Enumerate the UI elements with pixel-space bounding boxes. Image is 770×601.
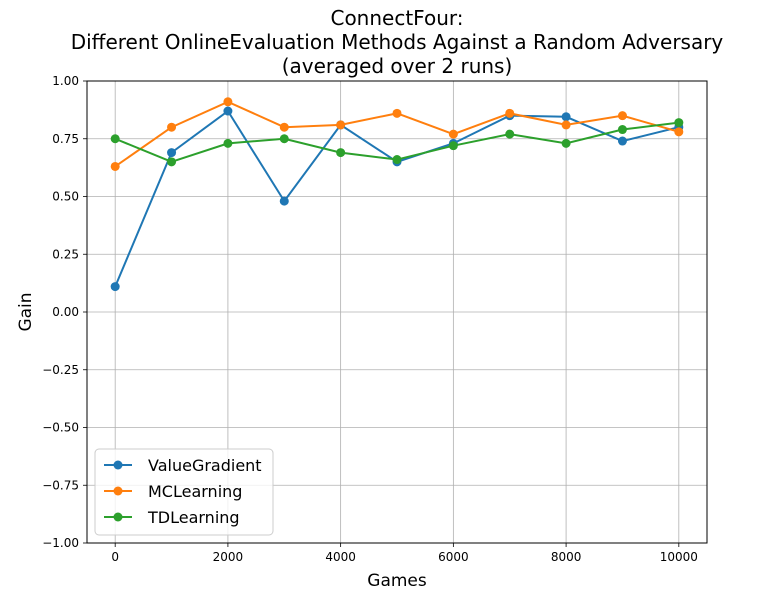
data-point — [110, 161, 120, 171]
data-point — [110, 134, 120, 144]
x-axis-ticks: 0 2000 4000 6000 8000 10000 — [111, 543, 698, 564]
legend-item: ValueGradient — [104, 456, 262, 475]
y-axis-ticks: −1.00 −0.75 −0.50 −0.25 0.00 0.25 0.50 0.75 1.00 — [42, 74, 87, 550]
data-point — [279, 122, 289, 132]
data-point — [223, 97, 233, 107]
chart-title-line: Different OnlineEvaluation Methods Again… — [71, 30, 724, 54]
y-tick-label: 0.75 — [52, 132, 79, 146]
data-point — [617, 125, 627, 135]
series-mclearning — [110, 97, 684, 171]
data-point — [674, 127, 684, 137]
data-point — [505, 129, 515, 139]
data-point — [674, 118, 684, 128]
y-tick-label: −0.50 — [42, 421, 79, 435]
legend-label: MCLearning — [148, 482, 242, 501]
series-valuegradient — [110, 106, 684, 292]
data-point — [223, 138, 233, 148]
legend-box — [94, 448, 274, 536]
series-lines — [110, 97, 684, 292]
legend-marker — [113, 460, 123, 470]
x-axis-label: Games — [367, 571, 427, 591]
legend-label: ValueGradient — [148, 456, 262, 475]
y-tick-label: 0.00 — [52, 305, 79, 319]
y-tick-label: −0.75 — [42, 478, 79, 492]
data-point — [110, 282, 120, 292]
legend-label: TDLearning — [147, 508, 240, 527]
y-tick-label: −1.00 — [42, 536, 79, 550]
y-tick-label: −0.25 — [42, 363, 79, 377]
data-point — [617, 111, 627, 121]
y-tick-label: 1.00 — [52, 74, 79, 88]
y-tick-label: 0.50 — [52, 190, 79, 204]
chart-title-line: ConnectFour: — [330, 6, 463, 30]
x-tick-label: 0 — [111, 550, 119, 564]
grid-lines — [87, 80, 707, 544]
x-tick-label: 10000 — [660, 550, 698, 564]
data-point — [448, 141, 458, 151]
x-tick-label: 8000 — [551, 550, 582, 564]
data-point — [392, 155, 402, 165]
data-point — [167, 157, 177, 167]
data-point — [561, 112, 571, 122]
data-point — [561, 120, 571, 130]
legend-marker — [113, 512, 123, 522]
y-axis-label: Gain — [16, 292, 36, 331]
x-tick-label: 2000 — [213, 550, 244, 564]
legend: ValueGradient MCLearning TDLearning — [94, 448, 274, 536]
series-tdlearning — [110, 118, 684, 167]
data-point — [336, 120, 346, 130]
data-point — [279, 196, 289, 206]
data-point — [167, 122, 177, 132]
data-point — [392, 108, 402, 118]
chart-title-line: (averaged over 2 runs) — [282, 54, 513, 78]
data-point — [448, 129, 458, 139]
data-point — [617, 136, 627, 146]
data-point — [505, 108, 515, 118]
data-point — [279, 134, 289, 144]
legend-item: TDLearning — [104, 508, 240, 527]
data-point — [167, 148, 177, 158]
legend-marker — [113, 486, 123, 496]
y-tick-label: 0.25 — [52, 247, 79, 261]
legend-item: MCLearning — [104, 482, 242, 501]
data-point — [561, 138, 571, 148]
x-tick-label: 4000 — [325, 550, 356, 564]
data-point — [223, 106, 233, 116]
x-tick-label: 6000 — [438, 550, 469, 564]
data-point — [336, 148, 346, 158]
chart-title: ConnectFour:Different OnlineEvaluation M… — [71, 6, 724, 78]
